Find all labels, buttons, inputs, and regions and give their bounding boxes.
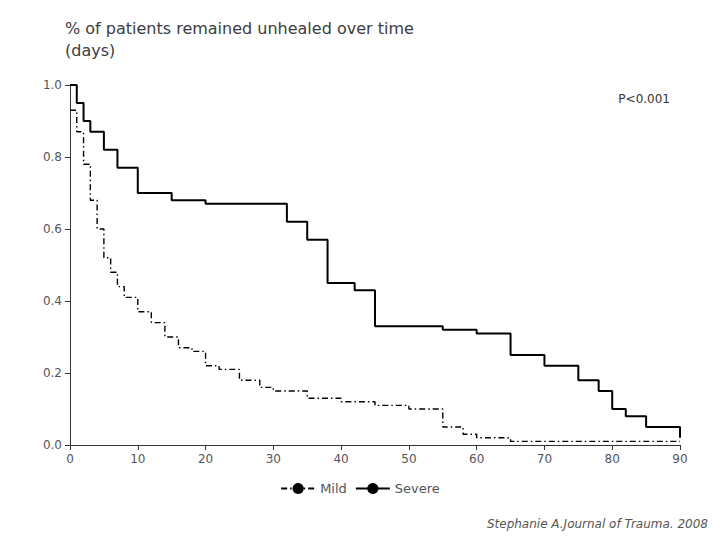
svg-text:20: 20 bbox=[198, 452, 213, 466]
svg-text:40: 40 bbox=[333, 452, 348, 466]
svg-text:1.0: 1.0 bbox=[43, 78, 62, 92]
svg-text:Severe: Severe bbox=[395, 481, 440, 496]
svg-text:90: 90 bbox=[672, 452, 687, 466]
svg-text:50: 50 bbox=[401, 452, 416, 466]
svg-text:Stephanie A.Journal of Trauma.: Stephanie A.Journal of Trauma. 2008 bbox=[487, 517, 708, 531]
svg-text:0.8: 0.8 bbox=[43, 150, 62, 164]
svg-text:0: 0 bbox=[66, 452, 74, 466]
svg-text:0.6: 0.6 bbox=[43, 222, 62, 236]
svg-text:80: 80 bbox=[605, 452, 620, 466]
svg-text:70: 70 bbox=[537, 452, 552, 466]
svg-text:30: 30 bbox=[266, 452, 281, 466]
svg-text:Mild: Mild bbox=[320, 481, 347, 496]
svg-text:% of patients remained unheale: % of patients remained unhealed over tim… bbox=[65, 19, 414, 38]
svg-text:60: 60 bbox=[469, 452, 484, 466]
svg-text:P<0.001: P<0.001 bbox=[618, 92, 670, 106]
svg-text:0.2: 0.2 bbox=[43, 366, 62, 380]
svg-text:(days): (days) bbox=[65, 41, 115, 60]
svg-text:0.4: 0.4 bbox=[43, 294, 62, 308]
svg-text:0.0: 0.0 bbox=[43, 438, 62, 452]
svg-text:10: 10 bbox=[130, 452, 145, 466]
